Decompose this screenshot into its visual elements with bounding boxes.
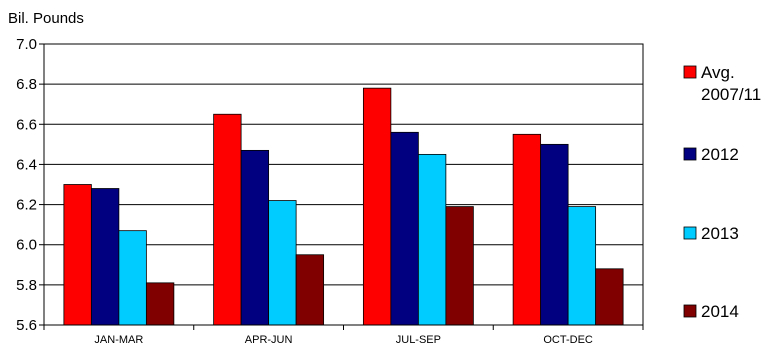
- y-tick-label: 7.0: [16, 36, 37, 53]
- y-tick-label: 6.2: [16, 197, 37, 214]
- legend-label: 2007/11: [701, 85, 761, 104]
- bar: [390, 131, 419, 326]
- x-tick-label: APR-JUN: [245, 334, 293, 346]
- legend: Avg. 2007/11 2012 2013 2014: [683, 63, 761, 321]
- y-tick-label: 6.6: [16, 116, 37, 133]
- bar: [268, 200, 297, 326]
- bar: [295, 254, 325, 326]
- legend-label: Avg.: [701, 63, 735, 82]
- legend-swatch: [683, 65, 697, 79]
- bar: [567, 206, 597, 326]
- bar: [540, 143, 569, 326]
- axes: 5.6 5.8 6.0 6.2 6.4 6.6 6.8 7.0 JAN-MAR APR-JUN JU…: [16, 36, 644, 346]
- legend-swatch: [683, 226, 697, 240]
- x-tick-label: JUL-SEP: [396, 334, 441, 346]
- y-tick-label: 5.6: [16, 317, 37, 334]
- legend-label: 2014: [701, 302, 739, 321]
- legend-swatch: [683, 304, 697, 318]
- bar: [417, 153, 447, 326]
- x-tick-label: JAN-MAR: [94, 334, 143, 346]
- y-tick-label: 6.8: [16, 76, 37, 93]
- bar: [118, 230, 147, 326]
- bar: [512, 133, 542, 326]
- y-tick-label: 5.8: [16, 277, 37, 294]
- bar: [63, 184, 92, 326]
- bars: [63, 87, 624, 326]
- y-tick-label: 6.0: [16, 237, 37, 254]
- bar: [213, 113, 242, 326]
- legend-label: 2012: [701, 145, 739, 164]
- bar: [445, 206, 474, 326]
- legend-swatch: [683, 147, 697, 161]
- bar: [595, 268, 624, 326]
- x-tick-label: OCT-DEC: [543, 334, 593, 346]
- bar: [145, 282, 175, 326]
- y-axis-label: Bil. Pounds: [8, 10, 84, 27]
- bar: [240, 149, 270, 326]
- legend-label: 2013: [701, 224, 739, 243]
- y-tick-label: 6.4: [16, 156, 37, 173]
- bar: [90, 188, 120, 326]
- bar: [362, 87, 392, 326]
